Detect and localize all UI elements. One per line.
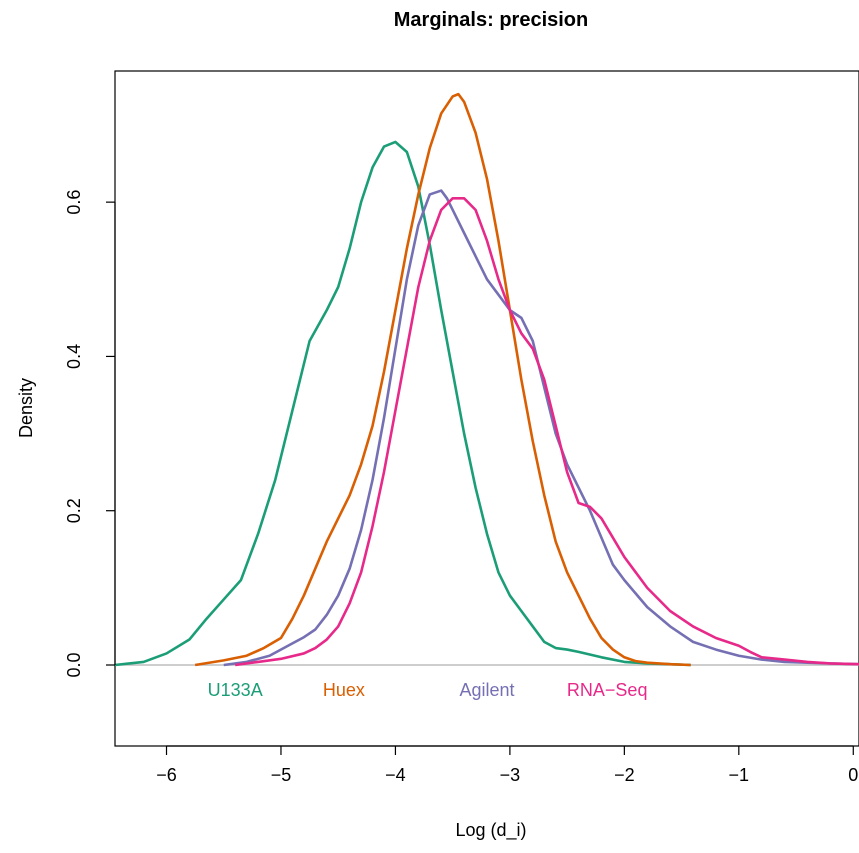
x-tick-label: −6: [156, 765, 177, 785]
x-tick-label: −1: [729, 765, 750, 785]
y-axis-label: Density: [16, 378, 36, 438]
x-tick-label: −3: [500, 765, 521, 785]
x-tick-label: −2: [614, 765, 635, 785]
x-tick-label: −4: [385, 765, 406, 785]
y-tick-label: 0.2: [64, 498, 84, 523]
plot-frame: [114, 70, 859, 747]
series-line-3: [235, 196, 859, 667]
series-layer: [114, 92, 859, 667]
series-line-2: [223, 189, 859, 667]
x-tick-label: 0: [848, 765, 858, 785]
legend-label-1: Huex: [323, 680, 365, 700]
series-line-0: [114, 140, 691, 667]
legend-label-2: Agilent: [459, 680, 514, 700]
legend: U133A Huex Agilent RNA−Seq: [208, 680, 648, 700]
legend-label-3: RNA−Seq: [567, 680, 648, 700]
series-line-1: [194, 92, 691, 667]
y-axis: 0.0 0.2 0.4 0.6: [64, 190, 116, 678]
chart-title: Marginals: precision: [394, 9, 589, 31]
y-tick-label: 0.6: [64, 190, 84, 215]
y-tick-label: 0.4: [64, 344, 84, 369]
y-tick-label: 0.0: [64, 652, 84, 677]
legend-label-0: U133A: [208, 680, 263, 700]
x-axis: −6 −5 −4 −3 −2 −1 0: [156, 745, 858, 785]
x-axis-label: Log (d_i): [455, 820, 526, 841]
x-tick-label: −5: [271, 765, 292, 785]
